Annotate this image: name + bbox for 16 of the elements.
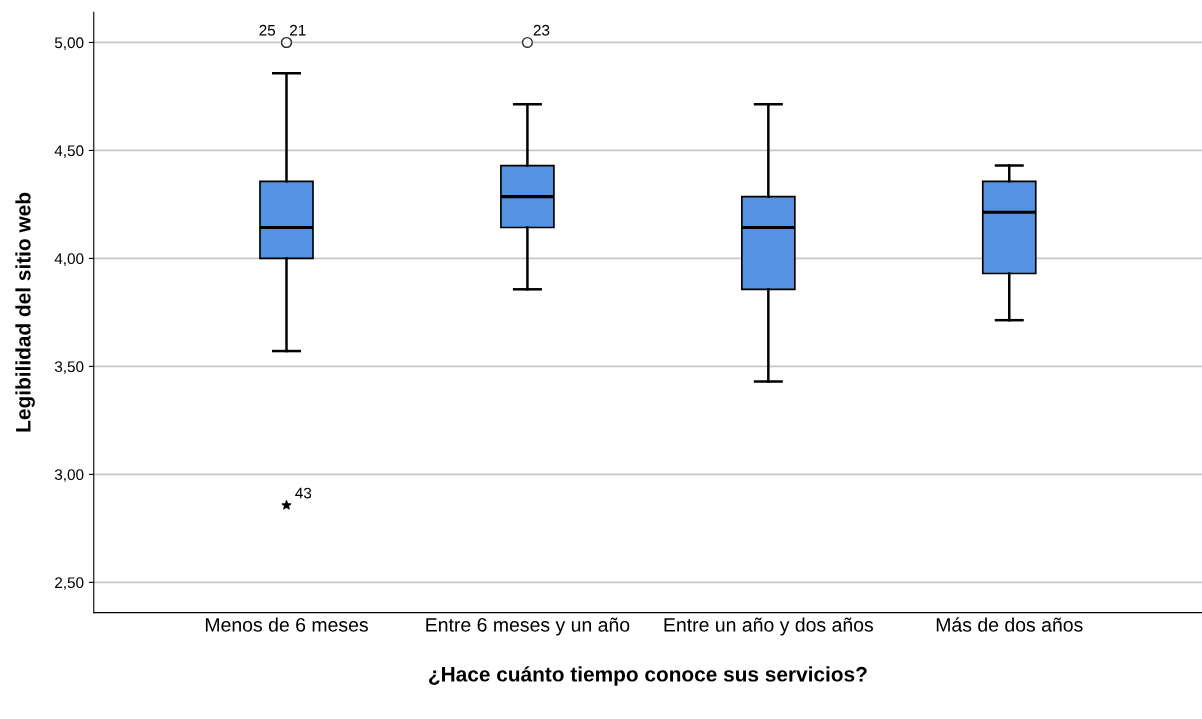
y-axis-title: Legibilidad del sitio web [15,192,35,432]
y-tick-label: 2,50 [55,577,84,590]
y-tick-label: 5,00 [54,37,84,50]
y-tick-label: 4,00 [54,253,84,266]
x-tick-label: Más de dos años [936,617,1083,632]
x-axis-title: ¿Hace cuánto tiempo conoce sus servicios? [429,666,867,686]
annotation: 43 [295,487,312,499]
x-tick-label: Menos de 6 meses [205,617,368,632]
x-tick-label: Entre 6 meses y un año [426,617,630,636]
annotation: 21 [290,24,306,36]
y-tick-label: 4,50 [54,145,84,158]
annotation: 23 [533,24,550,36]
annotation: 25 [259,24,276,36]
y-tick-label: 3,00 [54,469,84,482]
y-tick-label: 3,50 [54,361,84,374]
x-tick-label: Entre un año y dos años [664,617,874,636]
